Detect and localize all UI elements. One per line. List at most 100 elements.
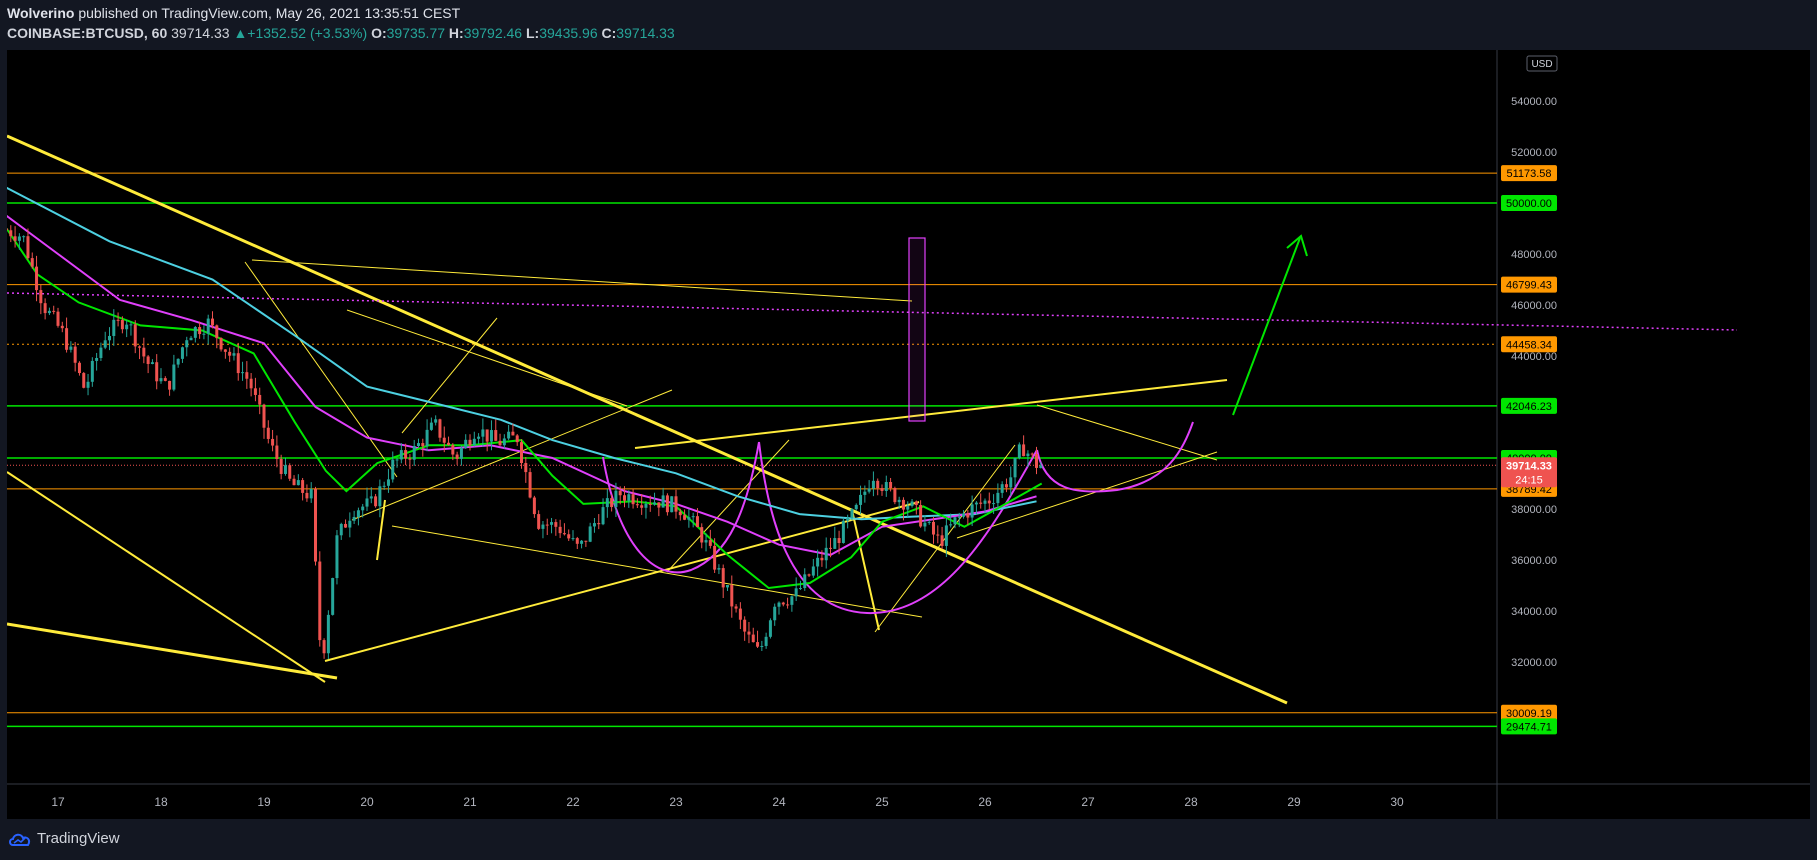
candle-body: [9, 230, 13, 237]
time-axis: 17 18 19 20 21 22 23 24 25 26 27 28 29 30: [51, 795, 1404, 809]
trendline-thin-12[interactable]: [376, 499, 386, 561]
candle-body: [884, 482, 888, 491]
magenta-cup-left[interactable]: [602, 441, 760, 574]
trendline-thin-1[interactable]: [251, 259, 913, 302]
candle-body: [515, 435, 519, 443]
candle-body: [412, 446, 416, 460]
candle-body: [1004, 484, 1008, 488]
projection-arrow-head[interactable]: [1286, 234, 1308, 257]
candle-body: [665, 495, 669, 513]
candle-body: [726, 585, 729, 588]
symbol-name[interactable]: COINBASE:BTCUSD, 60: [7, 25, 168, 41]
price-chart[interactable]: 51173.58 50000.00 46799.43 44458.34 42046.23…: [5, 50, 1810, 819]
candle-body: [1035, 454, 1038, 468]
trendline-thin-6[interactable]: [346, 309, 628, 407]
low-value: 39435.96: [539, 25, 598, 41]
magenta-dotted-trendline[interactable]: [6, 292, 1738, 331]
x-tick-label: 30: [1390, 795, 1404, 809]
magenta-moving-average[interactable]: [5, 214, 1037, 556]
candle-body: [352, 516, 356, 521]
trendline-lower-left[interactable]: [6, 471, 326, 683]
trendline-rising-base[interactable]: [324, 501, 920, 662]
cyan-moving-average[interactable]: [6, 186, 1037, 521]
candle-body: [678, 511, 682, 516]
candle-body: [781, 602, 785, 605]
candle-body: [786, 604, 790, 606]
candle-body: [940, 535, 944, 546]
candle-body: [356, 510, 360, 517]
chart-area[interactable]: 51173.58 50000.00 46799.43 44458.34 42046.23…: [5, 50, 1810, 819]
candle-body: [721, 568, 725, 588]
trendline-thin-10[interactable]: [851, 509, 880, 631]
x-tick-label: 24: [772, 795, 786, 809]
candle-body: [687, 517, 691, 520]
candle-body: [790, 596, 794, 605]
trendline-thin-11[interactable]: [401, 317, 498, 434]
trendline-bottom-left[interactable]: [6, 622, 338, 680]
candle-body: [22, 236, 26, 238]
candle-body: [47, 310, 51, 314]
candle-body: [816, 557, 820, 567]
change-text: +1352.52 (+3.53%): [247, 25, 368, 41]
candle-body: [417, 443, 420, 447]
candle-body: [901, 499, 905, 510]
magenta-range-box[interactable]: [908, 237, 926, 422]
candle-body: [511, 431, 515, 436]
candle-body: [172, 364, 176, 390]
trendline-thin-3[interactable]: [391, 525, 923, 618]
candle-body: [846, 517, 850, 521]
level-price-tag: [1501, 336, 1557, 353]
candle-body: [245, 372, 249, 379]
tradingview-logo[interactable]: TradingView: [8, 830, 120, 847]
candle-body: [129, 324, 133, 326]
candle-body: [957, 516, 961, 518]
candle-body: [661, 495, 665, 508]
candle-body: [700, 527, 704, 543]
trendline-thin-8[interactable]: [956, 451, 1218, 539]
candle-body: [867, 488, 871, 492]
y-tick-label: 38000.00: [1511, 504, 1557, 516]
trendline-thin-4[interactable]: [351, 389, 673, 521]
candle-body: [99, 347, 103, 358]
candle-body: [794, 588, 798, 597]
candle-body: [1009, 477, 1013, 488]
x-tick-label: 28: [1184, 795, 1198, 809]
green-moving-average[interactable]: [5, 227, 1043, 590]
level-price-tag: [1501, 704, 1557, 721]
candle-body: [507, 431, 511, 439]
candle-body: [914, 501, 918, 506]
candle-body: [56, 311, 60, 326]
currency-badge[interactable]: [1526, 55, 1558, 72]
candle-body: [983, 500, 987, 504]
level-price-label: 44458.34: [1506, 339, 1552, 351]
candle-body: [322, 640, 326, 654]
candle-body: [296, 480, 300, 486]
candle-body: [447, 442, 451, 445]
projection-arrow-line[interactable]: [1232, 237, 1301, 416]
close-label: C:: [601, 25, 617, 41]
candle-body: [292, 478, 296, 486]
candle-body: [558, 526, 562, 534]
candle-body: [562, 533, 566, 535]
candle-body: [648, 503, 652, 505]
candle-body: [803, 574, 807, 589]
candle-body: [180, 347, 184, 359]
candle-body: [477, 436, 481, 439]
trendline-thin-5[interactable]: [666, 439, 790, 573]
trendline-main-down[interactable]: [6, 134, 1288, 705]
magenta-cup-right[interactable]: [758, 441, 1038, 615]
trendline-thin-2[interactable]: [244, 261, 398, 478]
candle-body: [472, 438, 476, 446]
candle-body: [631, 494, 635, 505]
candle-body: [537, 514, 541, 529]
author-name[interactable]: Wolverino: [7, 5, 75, 21]
candle-body: [69, 346, 73, 350]
candle-body: [863, 491, 867, 495]
candle-body: [820, 557, 824, 561]
magenta-cup-small[interactable]: [1036, 421, 1194, 493]
candle-body: [468, 439, 472, 446]
plot-background: [7, 50, 1497, 784]
candle-body: [592, 523, 596, 527]
trendline-rising-upper[interactable]: [634, 379, 1228, 449]
trendline-thin-7[interactable]: [1036, 404, 1218, 461]
